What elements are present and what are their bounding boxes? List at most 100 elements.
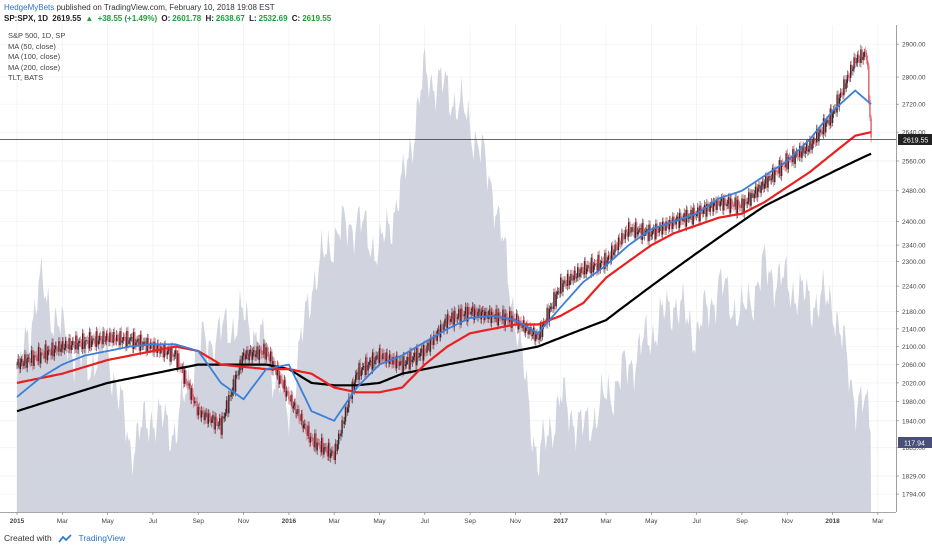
candle-body — [721, 197, 724, 211]
candle-body — [294, 402, 297, 414]
candle-body — [298, 409, 300, 420]
legend-ma50[interactable]: MA (50, close) — [8, 41, 56, 51]
candle-body — [229, 394, 231, 397]
candle-body — [677, 216, 680, 228]
candle-body — [70, 345, 73, 350]
candle-body — [840, 92, 843, 94]
candle-body — [55, 345, 58, 351]
author-link[interactable]: HedgeMyBets — [4, 3, 55, 12]
candle-body — [470, 311, 472, 315]
price-axis[interactable]: 2900.00 2800.00 2720.00 2640.00 2560.00 2480.… — [896, 42, 926, 499]
candle-body — [339, 433, 341, 437]
moving-average-layer — [16, 89, 872, 422]
candle-body — [720, 197, 723, 202]
candle-body — [666, 221, 668, 225]
candle-body — [598, 254, 600, 270]
candle-body — [537, 333, 539, 340]
candle-body — [76, 335, 78, 350]
candle-body — [757, 188, 759, 198]
candle-body — [614, 244, 616, 253]
candle-body — [276, 365, 279, 376]
candle-body — [617, 237, 620, 251]
candle-body — [86, 340, 88, 341]
candle-body — [74, 345, 76, 350]
candle-body — [183, 370, 186, 384]
x-tick-label: May — [645, 518, 658, 525]
candle-body — [271, 351, 273, 371]
time-axis[interactable]: 2015 Mar May Jul Sep Nov 2016 Mar May Jul Sep Nov 20… — [10, 512, 885, 525]
candle-body — [263, 343, 265, 355]
candle-body — [640, 228, 642, 240]
candle-body — [801, 151, 803, 158]
candle-body — [69, 338, 71, 350]
candle-body — [18, 358, 20, 370]
candle-body — [81, 333, 84, 350]
candle-body — [317, 442, 320, 444]
candle-body — [345, 407, 348, 413]
candle-body — [44, 344, 47, 359]
candle-body — [21, 358, 24, 366]
legend-ma100[interactable]: MA (100, close) — [8, 52, 61, 61]
legend-tlt[interactable]: TLT, BATS — [8, 73, 44, 82]
candle-body — [214, 416, 216, 430]
candle-body — [379, 348, 382, 359]
candle-body — [287, 390, 289, 392]
candle-body — [156, 343, 159, 354]
candle-body — [113, 331, 116, 341]
candle-body — [787, 157, 790, 170]
candle-body — [342, 420, 344, 424]
candle-body — [325, 447, 327, 450]
high-label: H: — [205, 14, 214, 23]
candle-body — [52, 342, 54, 357]
candle-body — [202, 410, 204, 412]
candle-body — [118, 337, 120, 346]
candle-body — [566, 273, 569, 286]
candle-body — [509, 311, 511, 322]
y-tick-label: 2800.00 — [902, 75, 926, 82]
candle-body — [32, 350, 34, 366]
tradingview-link[interactable]: TradingView — [78, 533, 126, 543]
legend-ma200[interactable]: MA (200, close) — [8, 62, 61, 72]
candle-body — [822, 118, 825, 135]
candle-body — [599, 263, 602, 270]
candle-body — [260, 350, 263, 355]
candle-body — [187, 385, 189, 386]
candle-body — [144, 341, 146, 343]
candle-body — [657, 232, 659, 233]
candle-body — [693, 207, 696, 216]
candle-body — [760, 185, 762, 193]
candle-body — [535, 334, 537, 342]
candle-body — [622, 233, 624, 239]
candle-body — [462, 315, 464, 317]
candle-body — [639, 228, 641, 230]
candle-body — [699, 205, 701, 222]
candle-body — [497, 312, 500, 326]
candle-body — [536, 333, 538, 335]
candle-body — [194, 401, 196, 404]
candle-body — [762, 181, 765, 189]
candle-body — [114, 340, 117, 342]
candle-body — [691, 209, 693, 225]
candle-body — [661, 221, 664, 235]
legend-spx[interactable]: S&P 500, 1D, SP — [8, 31, 66, 40]
candle-body — [791, 159, 793, 163]
candle-body — [869, 100, 871, 118]
candle-body — [601, 261, 604, 262]
candle-body — [618, 237, 621, 244]
candle-body — [825, 122, 827, 133]
candle-body — [701, 211, 704, 214]
candle-body — [289, 399, 291, 402]
candle-body — [804, 151, 807, 154]
candle-body — [818, 132, 820, 142]
candle-body — [588, 265, 590, 267]
candle-body — [347, 407, 349, 413]
y-tick-label: 2720.00 — [902, 102, 926, 109]
candle-body — [580, 267, 582, 274]
candle-body — [241, 355, 244, 370]
candle-body — [507, 320, 510, 322]
candle-body — [43, 354, 45, 359]
candle-body — [665, 221, 667, 231]
candle-body — [85, 340, 87, 342]
candle-body — [779, 160, 782, 177]
